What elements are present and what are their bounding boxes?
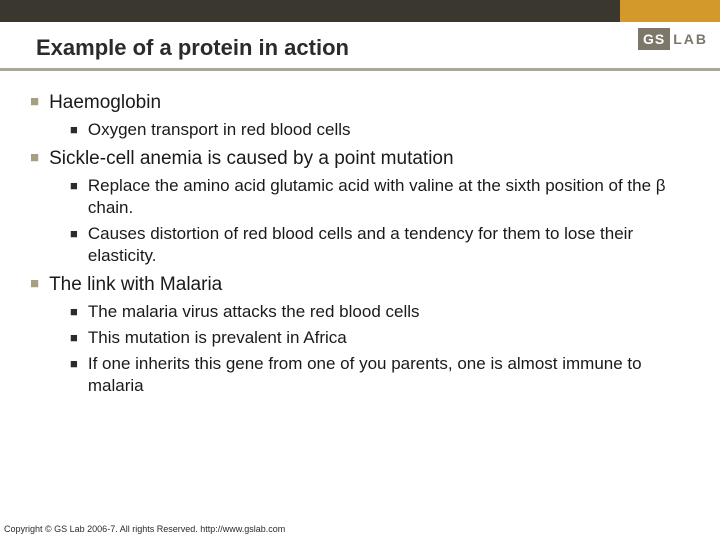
list-item: ■ The link with Malaria <box>30 273 690 297</box>
list-subitem: ■ Causes distortion of red blood cells a… <box>70 223 690 267</box>
square-bullet-icon: ■ <box>70 304 78 319</box>
square-bullet-icon: ■ <box>70 178 78 193</box>
list-subitem: ■ If one inherits this gene from one of … <box>70 353 690 397</box>
list-subitem-text: This mutation is prevalent in Africa <box>88 327 347 349</box>
logo-text: LAB <box>673 31 708 47</box>
list-subitem: ■ The malaria virus attacks the red bloo… <box>70 301 690 323</box>
list-item: ■ Sickle-cell anemia is caused by a poin… <box>30 147 690 171</box>
square-bullet-icon: ■ <box>30 149 39 166</box>
list-subitem-text: Causes distortion of red blood cells and… <box>88 223 690 267</box>
list-subitem: ■ This mutation is prevalent in Africa <box>70 327 690 349</box>
list-item: ■ Haemoglobin <box>30 91 690 115</box>
slide-title: Example of a protein in action <box>0 29 349 61</box>
list-subitem: ■ Replace the amino acid glutamic acid w… <box>70 175 690 219</box>
footer-copyright: Copyright © GS Lab 2006-7. All rights Re… <box>4 524 285 534</box>
logo-box: GS <box>638 28 670 50</box>
list-subitem-text: Replace the amino acid glutamic acid wit… <box>88 175 690 219</box>
top-bar-accent <box>620 0 720 22</box>
list-item-text: The link with Malaria <box>49 273 222 297</box>
title-row: Example of a protein in action GS LAB <box>0 22 720 68</box>
logo: GS LAB <box>638 28 708 50</box>
square-bullet-icon: ■ <box>70 226 78 241</box>
list-subitem-text: The malaria virus attacks the red blood … <box>88 301 420 323</box>
list-subitem-text: If one inherits this gene from one of yo… <box>88 353 690 397</box>
square-bullet-icon: ■ <box>30 93 39 110</box>
square-bullet-icon: ■ <box>70 122 78 137</box>
list-subitem-text: Oxygen transport in red blood cells <box>88 119 351 141</box>
list-item-text: Haemoglobin <box>49 91 161 115</box>
top-bar <box>0 0 720 22</box>
content-area: ■ Haemoglobin ■ Oxygen transport in red … <box>0 71 720 397</box>
list-subitem: ■ Oxygen transport in red blood cells <box>70 119 690 141</box>
square-bullet-icon: ■ <box>30 275 39 292</box>
square-bullet-icon: ■ <box>70 356 78 371</box>
square-bullet-icon: ■ <box>70 330 78 345</box>
list-item-text: Sickle-cell anemia is caused by a point … <box>49 147 453 171</box>
